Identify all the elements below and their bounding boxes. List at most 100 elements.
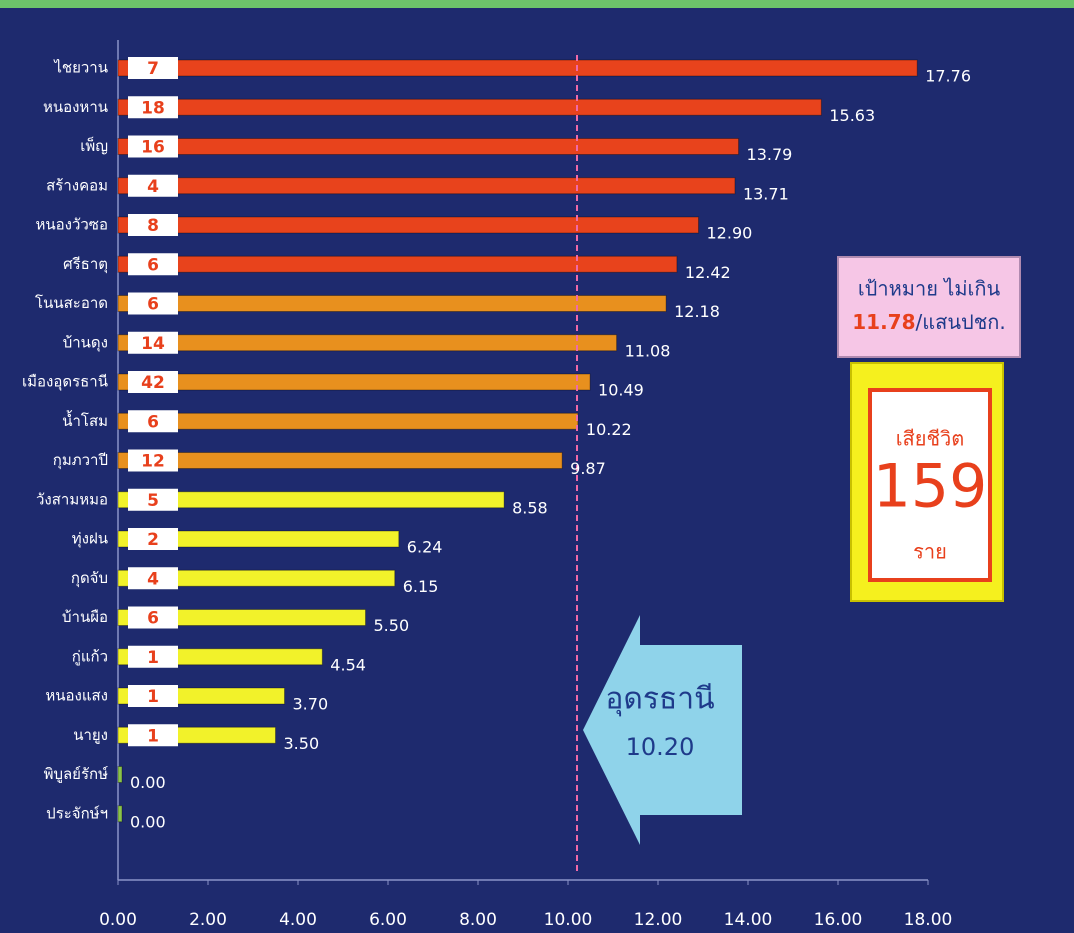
category-label: หนองวัวซอ <box>35 216 108 234</box>
value-label: 4.54 <box>330 655 366 674</box>
deaths-value: 159 <box>873 452 988 522</box>
value-label: 8.58 <box>512 498 548 517</box>
count-box <box>128 488 178 511</box>
deaths-unit: ราย <box>913 540 947 564</box>
death-count: 6 <box>147 412 159 432</box>
count-box <box>128 214 178 236</box>
x-tick-label: 8.00 <box>459 910 497 930</box>
bar <box>117 59 918 77</box>
category-label: ประจักษ์ฯ <box>46 804 108 822</box>
bar <box>117 295 667 312</box>
death-count: 12 <box>141 452 165 472</box>
target-box <box>837 256 1021 358</box>
death-count: 6 <box>147 609 159 629</box>
bar <box>117 412 579 430</box>
x-tick-label: 2.00 <box>189 910 227 930</box>
category-label: เพ็ญ <box>80 136 108 155</box>
value-label: 3.70 <box>293 695 329 714</box>
count-box <box>128 685 178 707</box>
bar <box>117 255 678 273</box>
bar <box>117 805 123 823</box>
value-label: 0.00 <box>130 812 166 831</box>
reference-name: อุดรธานี <box>605 682 714 718</box>
x-tick-label: 0.00 <box>99 910 137 930</box>
count-box <box>128 253 178 276</box>
death-count: 1 <box>147 687 159 707</box>
x-tick-label: 18.00 <box>904 910 953 930</box>
category-label: บ้านผือ <box>62 608 108 626</box>
category-label: กุดจับ <box>71 569 108 588</box>
count-box <box>128 606 178 629</box>
count-box <box>128 292 178 315</box>
arrow <box>583 615 742 845</box>
category-label: ศรีธาตุ <box>63 255 108 274</box>
count-box <box>128 371 178 393</box>
value-label: 0.00 <box>130 773 166 792</box>
death-count: 2 <box>147 530 159 550</box>
death-count: 6 <box>147 255 159 275</box>
bar <box>117 452 563 469</box>
category-label: พิบูลย์รักษ์ <box>44 765 109 783</box>
reference-label: 10.20 <box>626 733 695 761</box>
x-tick-label: 12.00 <box>634 910 683 930</box>
count-box <box>128 528 178 550</box>
death-count: 14 <box>141 334 165 354</box>
bar <box>117 569 396 587</box>
bar <box>117 530 400 548</box>
death-count: 7 <box>147 59 159 79</box>
value-label: 12.90 <box>707 224 753 243</box>
value-label: 10.49 <box>598 381 644 400</box>
value-label: 5.50 <box>374 616 410 635</box>
category-label: หนองหาน <box>43 98 108 116</box>
count-box <box>128 410 178 433</box>
death-count: 1 <box>147 648 159 668</box>
category-label: สร้างคอม <box>46 176 108 194</box>
target-value: 11.78 <box>852 310 915 334</box>
target-unit: /แสนปชก. <box>916 310 1006 334</box>
death-count: 16 <box>141 138 165 158</box>
target-line: 11.78/แสนปชก. <box>852 310 1006 334</box>
value-label: 6.15 <box>403 577 439 596</box>
category-label: กุมภวาปี <box>53 451 108 470</box>
count-box <box>128 449 178 472</box>
value-label: 12.18 <box>674 302 720 321</box>
x-tick-label: 10.00 <box>544 910 593 930</box>
bar <box>117 138 740 155</box>
category-label: วังสามหมอ <box>36 490 108 508</box>
category-label: ไชยวาน <box>53 59 108 77</box>
death-count: 5 <box>147 491 159 511</box>
bar <box>117 334 618 352</box>
value-label: 9.87 <box>570 459 606 478</box>
category-label: ทุ่งฝน <box>72 530 108 549</box>
category-label: เมืองอุดรธานี <box>22 373 108 392</box>
count-box <box>128 567 178 590</box>
value-label: 13.79 <box>747 145 793 164</box>
bar <box>117 98 822 116</box>
death-count: 8 <box>147 216 159 236</box>
target-text: เป้าหมาย ไม่เกิน <box>858 277 1001 301</box>
category-label: นายูง <box>73 726 108 744</box>
category-label: น้ำโสม <box>62 410 108 430</box>
bar <box>117 216 699 234</box>
death-count: 18 <box>141 98 165 118</box>
bar <box>117 491 505 509</box>
deaths-inner <box>868 388 992 582</box>
bar <box>117 766 123 783</box>
death-count: 42 <box>141 373 165 393</box>
value-label: 15.63 <box>829 106 875 125</box>
death-count: 4 <box>147 177 159 197</box>
value-label: 6.24 <box>407 538 443 557</box>
bar <box>117 373 591 391</box>
value-label: 3.50 <box>284 734 320 753</box>
count-box <box>128 724 178 747</box>
bar <box>117 177 736 195</box>
count-box <box>128 96 178 119</box>
death-count: 1 <box>147 726 159 746</box>
x-tick-label: 16.00 <box>814 910 863 930</box>
death-count: 6 <box>147 295 159 315</box>
x-tick-label: 14.00 <box>724 910 773 930</box>
death-count: 4 <box>147 569 159 589</box>
count-box <box>128 174 178 197</box>
category-label: โนนสะอาด <box>35 294 108 312</box>
